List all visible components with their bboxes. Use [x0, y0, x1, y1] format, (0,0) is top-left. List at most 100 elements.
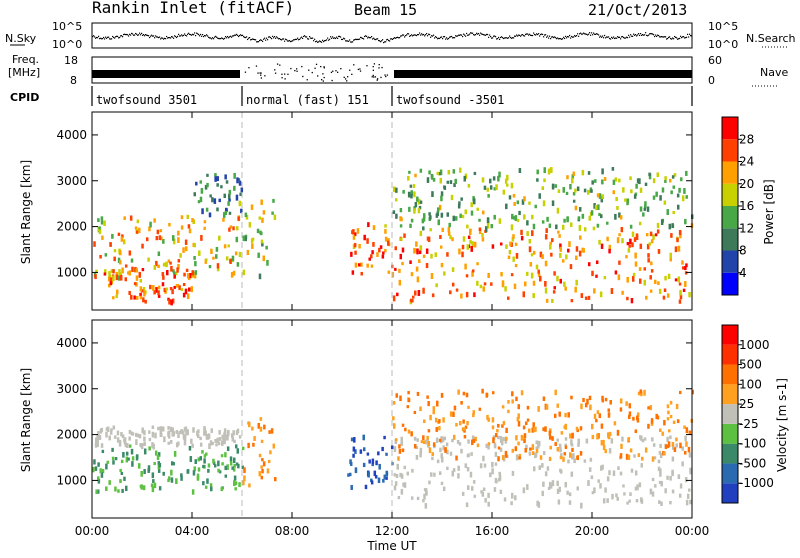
noise-dot: [443, 36, 445, 38]
data-cell: [100, 472, 104, 478]
data-cell: [251, 243, 254, 249]
data-cell: [571, 177, 574, 184]
colorbar-segment: [722, 206, 738, 229]
data-cell: [495, 479, 498, 484]
data-cell: [446, 212, 450, 217]
data-cell: [426, 177, 430, 183]
data-cell: [229, 225, 233, 229]
data-cell: [232, 226, 235, 231]
noise-dot: [568, 36, 570, 38]
data-cell: [199, 180, 203, 184]
data-cell: [636, 484, 639, 491]
data-cell: [425, 263, 429, 269]
data-cell: [209, 194, 212, 198]
data-cell: [498, 477, 501, 482]
data-cell: [93, 241, 96, 247]
data-cell: [643, 267, 647, 271]
data-cell: [167, 476, 171, 481]
noise-dot: [650, 33, 652, 35]
data-cell: [491, 425, 495, 430]
colorbar-segment: [722, 423, 738, 444]
data-cell: [104, 269, 107, 275]
data-cell: [419, 230, 423, 237]
data-cell: [588, 215, 592, 221]
data-cell: [452, 434, 456, 440]
data-cell: [607, 412, 611, 418]
data-cell: [371, 462, 374, 467]
data-cell: [598, 212, 601, 217]
data-cell: [214, 176, 217, 182]
data-cell: [584, 402, 588, 408]
noise-dot: [303, 35, 305, 38]
data-cell: [505, 453, 508, 458]
data-cell: [646, 206, 650, 212]
data-cell: [193, 243, 196, 248]
noise-dot: [569, 34, 571, 37]
data-cell: [596, 433, 599, 440]
data-cell: [600, 440, 604, 446]
data-cell: [575, 246, 579, 252]
data-cell: [615, 493, 618, 498]
noise-dot: [691, 35, 693, 37]
data-cell: [522, 487, 526, 494]
data-cell: [177, 259, 181, 263]
data-cell: [439, 169, 443, 176]
data-cell: [419, 447, 423, 454]
data-cell: [261, 458, 264, 462]
data-cell: [670, 190, 673, 195]
data-cell: [263, 424, 266, 430]
data-cell: [216, 263, 220, 269]
noise-dot: [252, 38, 254, 40]
freq-dot: [287, 73, 289, 75]
date-label: 21/Oct/2013: [588, 1, 687, 19]
data-cell: [644, 182, 648, 186]
data-cell: [426, 437, 429, 444]
noise-dot: [526, 33, 528, 35]
data-cell: [561, 224, 565, 230]
data-cell: [223, 193, 226, 199]
colorbar-tick-label: -500: [739, 456, 766, 470]
data-cell: [581, 247, 584, 253]
data-cell: [651, 477, 655, 482]
data-cell: [431, 293, 435, 298]
freq-dot: [260, 77, 263, 79]
y-tick-label: 3000: [56, 382, 87, 396]
data-cell: [368, 257, 371, 261]
data-cell: [224, 174, 227, 180]
data-cell: [640, 463, 643, 468]
data-cell: [561, 259, 565, 263]
data-cell: [170, 469, 173, 476]
data-cell: [422, 287, 425, 294]
data-cell: [641, 456, 644, 461]
data-cell: [558, 234, 561, 238]
data-cell: [93, 459, 96, 465]
data-cell: [97, 218, 100, 223]
data-cell: [579, 451, 583, 456]
data-cell: [616, 496, 619, 501]
noise-dot: [213, 38, 215, 40]
data-cell: [535, 446, 539, 450]
data-cell: [551, 480, 555, 487]
data-cell: [513, 283, 517, 290]
data-cell: [553, 271, 556, 276]
data-cell: [652, 443, 656, 447]
data-cell: [171, 298, 175, 304]
data-cell: [600, 214, 603, 219]
data-cell: [574, 205, 578, 211]
data-cell: [124, 442, 128, 448]
data-cell: [626, 198, 630, 204]
noise-dot: [373, 37, 375, 39]
noise-dot: [661, 36, 663, 38]
noise-dot: [625, 37, 627, 39]
data-cell: [269, 450, 272, 455]
noise-dot: [241, 34, 243, 37]
noise-dot: [198, 33, 200, 36]
noise-dot: [146, 34, 148, 36]
noise-dot: [204, 34, 206, 37]
data-cell: [657, 466, 661, 472]
data-cell: [372, 225, 376, 231]
freq-dots: [92, 63, 692, 82]
data-cell: [515, 454, 519, 461]
noise-dot: [527, 33, 529, 35]
data-cell: [586, 189, 590, 195]
